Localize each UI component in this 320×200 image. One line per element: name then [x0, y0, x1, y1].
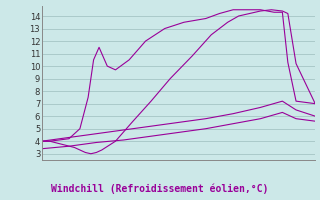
Text: Windchill (Refroidissement éolien,°C): Windchill (Refroidissement éolien,°C)	[51, 184, 269, 194]
